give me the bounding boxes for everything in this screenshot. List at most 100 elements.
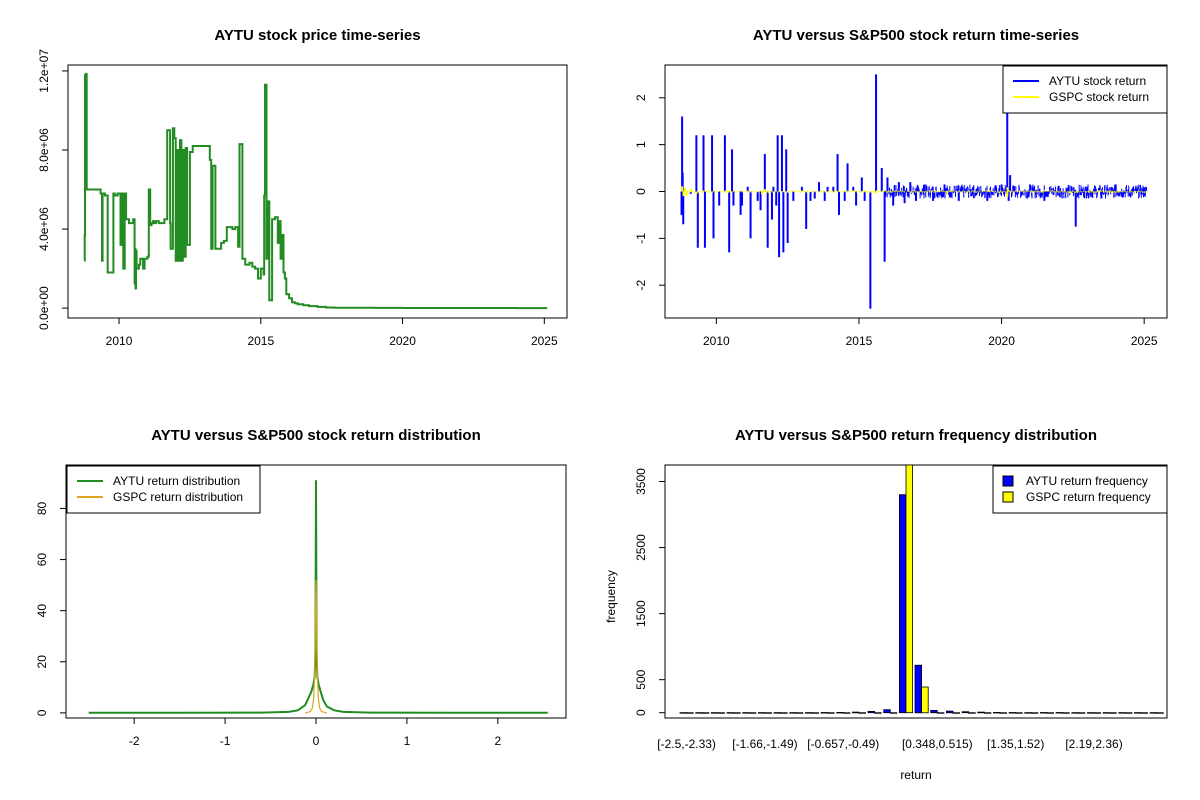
- aytu-frequency-bar: [899, 494, 907, 714]
- aytu-frequency-bar: [993, 712, 1001, 714]
- frequency-x-tick-label: [-0.657,-0.49): [807, 737, 879, 751]
- density-y-tick-label: 0: [35, 709, 49, 716]
- gspc-frequency-bar: [936, 712, 945, 714]
- density-x-tick-label: 1: [404, 734, 411, 748]
- gspc-frequency-bar: [999, 712, 1007, 714]
- frequency-y-tick-label: 500: [634, 669, 648, 689]
- aytu-frequency-bar: [805, 712, 813, 714]
- aytu-frequency-bar: [852, 711, 860, 714]
- returns-y-tick-label: 0: [634, 188, 648, 195]
- density-y-tick-label: 20: [35, 655, 49, 669]
- aytu-frequency-bar: [930, 710, 938, 714]
- density-y-tick-label: 40: [35, 604, 49, 618]
- gspc-frequency-bar: [780, 712, 788, 714]
- aytu-return-series: [680, 74, 1148, 309]
- price-y-tick-label: 8.0e+06: [37, 128, 51, 172]
- price-x-tick-label: 2015: [247, 334, 274, 348]
- gspc-frequency-bar: [874, 712, 882, 714]
- returns-panel: AYTU versus S&P500 stock return time-ser…: [634, 27, 1168, 348]
- aytu-frequency-bar: [1040, 712, 1048, 714]
- frequency-x-tick-label: [2.19,2.36): [1065, 737, 1122, 751]
- density-legend-box: [66, 465, 261, 514]
- gspc-frequency-bar: [952, 712, 960, 714]
- frequency-panel: AYTU versus S&P500 return frequency dist…: [604, 427, 1168, 782]
- price-series-line: [83, 72, 548, 310]
- returns-x-tick-label: 2015: [846, 334, 873, 348]
- density-panel: AYTU versus S&P500 stock return distribu…: [35, 427, 567, 748]
- gspc-frequency-bar: [858, 712, 866, 714]
- aytu-frequency-bar: [726, 712, 734, 714]
- price-title: AYTU stock price time-series: [214, 27, 420, 44]
- density-x-tick-label: 0: [313, 734, 320, 748]
- aytu-density-line: [88, 480, 548, 714]
- gspc-frequency-bar: [889, 712, 898, 714]
- aytu-frequency-bar: [836, 712, 844, 714]
- gspc-frequency-bar: [921, 686, 929, 714]
- frequency-x-tick-label: [-2.5,-2.33): [657, 737, 716, 751]
- returns-x-tick-label: 2025: [1131, 334, 1158, 348]
- frequency-legend-label: AYTU return frequency: [1026, 474, 1148, 488]
- price-y-tick-label: 1.2e+07: [37, 49, 51, 93]
- returns-y-tick-label: -2: [634, 280, 648, 291]
- gspc-return-series-noise: [680, 190, 1147, 193]
- aytu-frequency-bar: [1134, 712, 1142, 714]
- gspc-frequency-bar: [905, 464, 913, 714]
- aytu-frequency-bar: [914, 664, 922, 714]
- gspc-frequency-bar: [968, 712, 976, 714]
- returns-x-tick-label: 2020: [988, 334, 1015, 348]
- frequency-x-tick-label: [1.35,1.52): [987, 737, 1044, 751]
- gspc-frequency-bar: [1062, 712, 1070, 714]
- frequency-y-tick-label: 1500: [634, 600, 648, 627]
- aytu-frequency-bar: [773, 712, 781, 714]
- density-x-tick-label: 2: [494, 734, 501, 748]
- price-x-tick-label: 2025: [531, 334, 558, 348]
- density-title: AYTU versus S&P500 stock return distribu…: [151, 427, 481, 444]
- returns-x-tick-label: 2010: [703, 334, 730, 348]
- density-legend-label: AYTU return distribution: [113, 474, 240, 488]
- gspc-frequency-bar: [1093, 712, 1101, 714]
- returns-y-tick-label: -1: [634, 233, 648, 244]
- returns-legend-label: AYTU stock return: [1049, 74, 1146, 88]
- gspc-frequency-bar: [686, 712, 694, 714]
- returns-y-tick-label: 2: [634, 94, 648, 101]
- price-x-tick-label: 2020: [389, 334, 416, 348]
- gspc-density-line: [304, 579, 328, 714]
- gspc-frequency-bar: [1109, 712, 1117, 714]
- density-y-tick-label: 60: [35, 553, 49, 567]
- price-y-tick-label: 4.0e+06: [37, 207, 51, 251]
- frequency-y-tick-label: 0: [634, 709, 648, 716]
- price-x-tick-label: 2010: [106, 334, 133, 348]
- gspc-frequency-bar: [827, 712, 835, 714]
- returns-y-tick-label: 1: [634, 141, 648, 148]
- gspc-frequency-bar: [795, 712, 804, 714]
- frequency-legend-swatch: [1002, 491, 1014, 503]
- returns-legend-label: GSPC stock return: [1049, 90, 1149, 104]
- density-legend-label: GSPC return distribution: [113, 490, 243, 504]
- aytu-frequency-bar: [867, 711, 875, 714]
- gspc-frequency-bar: [1156, 712, 1164, 714]
- aytu-frequency-bar: [1055, 712, 1064, 714]
- gspc-frequency-bar: [717, 712, 725, 714]
- aytu-frequency-bar: [1071, 712, 1079, 714]
- density-x-tick-label: -1: [220, 734, 231, 748]
- frequency-title: AYTU versus S&P500 return frequency dist…: [735, 427, 1097, 444]
- gspc-frequency-bar: [748, 712, 757, 714]
- frequency-y-tick-label: 3500: [634, 468, 648, 495]
- density-y-tick-label: 80: [35, 501, 49, 515]
- aytu-frequency-bar: [710, 712, 719, 714]
- gspc-frequency-bar: [701, 712, 710, 714]
- aytu-frequency-bar: [1102, 712, 1111, 714]
- aytu-frequency-bar: [1149, 712, 1158, 714]
- frequency-y-axis-label: frequency: [604, 570, 618, 623]
- aytu-frequency-bar: [977, 711, 985, 714]
- frequency-x-tick-label: [-1.66,-1.49): [732, 737, 797, 751]
- gspc-frequency-bar: [1046, 712, 1054, 714]
- price-y-tick-label: 0.0e+00: [37, 286, 51, 330]
- gspc-frequency-bar: [1030, 712, 1039, 714]
- aytu-frequency-bar: [961, 711, 970, 714]
- aytu-frequency-bar: [758, 712, 766, 714]
- frequency-legend-swatch: [1002, 475, 1014, 487]
- aytu-frequency-bar: [946, 710, 954, 714]
